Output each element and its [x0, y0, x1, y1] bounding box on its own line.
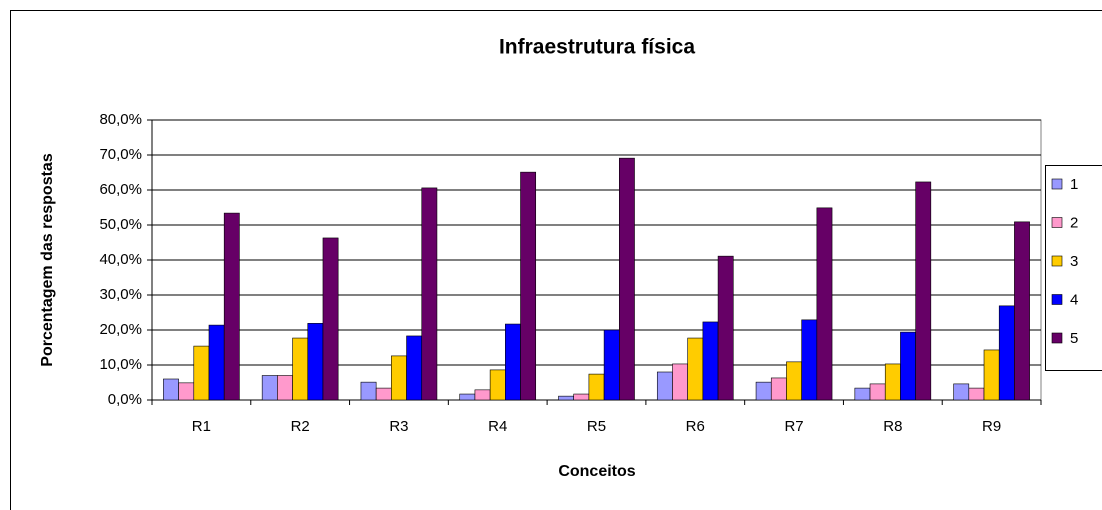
bar [786, 361, 802, 401]
x-tick-label: R5 [587, 418, 606, 435]
bar [672, 363, 688, 401]
y-tick-label: 50,0% [99, 216, 142, 233]
legend-swatch [1051, 255, 1063, 267]
bar [618, 157, 635, 401]
y-tick-label: 60,0% [99, 181, 142, 198]
bar [421, 187, 438, 401]
bar [755, 381, 772, 401]
x-tick-label: R9 [982, 418, 1001, 435]
bar [717, 255, 734, 401]
bar [968, 387, 985, 401]
bar [489, 369, 506, 401]
y-tick-label: 0,0% [108, 391, 142, 408]
bar [505, 323, 521, 401]
bar [375, 387, 392, 401]
bar [459, 393, 476, 401]
legend-label: 1 [1070, 176, 1078, 193]
x-axis-label: Conceitos [558, 463, 635, 480]
bar [702, 321, 719, 401]
x-tick-label: R1 [192, 418, 211, 435]
legend-swatch [1051, 217, 1063, 228]
bar [178, 382, 195, 401]
y-tick-label: 20,0% [99, 321, 142, 338]
x-tick-label: R6 [686, 418, 705, 435]
bar [573, 393, 590, 401]
legend-swatch [1051, 332, 1063, 344]
bar [558, 395, 574, 401]
x-tick-label: R3 [389, 418, 408, 435]
bar [277, 375, 293, 401]
legend-label: 4 [1070, 291, 1078, 308]
y-tick-label: 40,0% [99, 251, 142, 268]
chart-title: Infraestrutura física [499, 36, 695, 59]
y-tick-label: 80,0% [99, 111, 142, 128]
x-tick-label: R7 [784, 418, 803, 435]
bar [307, 323, 324, 401]
bar [292, 337, 309, 401]
bar [360, 381, 377, 401]
y-axis-label: Porcentagem das respostas [39, 153, 56, 367]
y-tick-label: 30,0% [99, 286, 142, 303]
bar [223, 212, 240, 401]
bar [391, 355, 407, 401]
bar [900, 331, 916, 401]
bar [603, 329, 620, 401]
bar [801, 319, 818, 401]
bar [163, 378, 179, 401]
bar [770, 377, 787, 401]
bar [474, 389, 491, 401]
bar [816, 207, 833, 401]
bar [656, 371, 673, 401]
bar [983, 349, 1000, 401]
bar [854, 387, 871, 401]
bar [687, 337, 704, 401]
x-tick-label: R2 [291, 418, 310, 435]
legend-swatch [1051, 294, 1063, 305]
x-tick-label: R4 [488, 418, 507, 435]
bar [884, 363, 901, 401]
legend-swatch [1051, 178, 1063, 190]
legend-label: 3 [1070, 253, 1078, 270]
bar [869, 383, 886, 401]
bar [588, 373, 605, 401]
bar [261, 375, 278, 401]
bar [208, 324, 225, 401]
bar [193, 345, 210, 401]
bar [998, 305, 1015, 401]
bar [953, 383, 970, 401]
bar [1014, 221, 1030, 401]
legend-label: 2 [1070, 214, 1078, 231]
legend-label: 5 [1070, 330, 1078, 347]
y-tick-label: 10,0% [99, 356, 142, 373]
x-tick-label: R8 [883, 418, 902, 435]
bar [520, 171, 537, 401]
bar [406, 335, 423, 401]
bar [915, 181, 932, 401]
bar [322, 237, 339, 401]
y-tick-label: 70,0% [99, 146, 142, 163]
